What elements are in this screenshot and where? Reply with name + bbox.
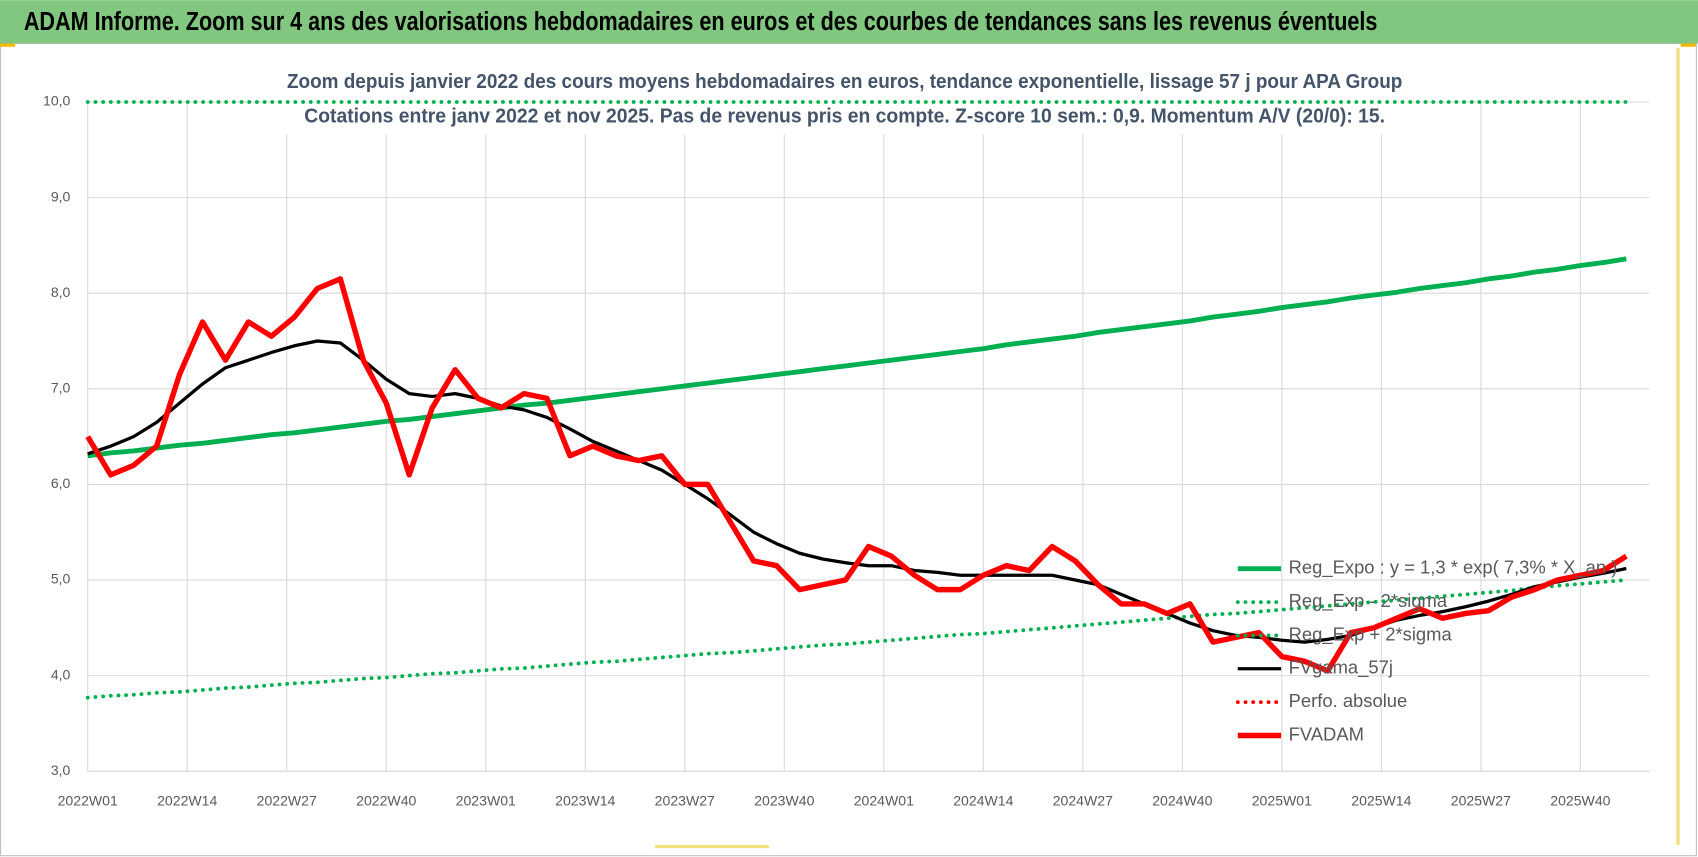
y-tick-label: 10,0 bbox=[43, 93, 71, 109]
series-line bbox=[85, 578, 1629, 700]
corner-mark bbox=[1680, 43, 1696, 47]
legend-label: Reg_Expo : y = 1,3 * exp( 7,3% * X_an ) bbox=[1289, 557, 1618, 579]
y-tick-label: 3,0 bbox=[51, 762, 71, 778]
legend-label: FVgama_57j bbox=[1289, 657, 1393, 679]
x-tick-label: 2022W40 bbox=[356, 792, 416, 808]
x-tick-label: 2023W27 bbox=[655, 792, 715, 808]
x-tick-label: 2022W27 bbox=[257, 792, 317, 808]
series-line bbox=[85, 276, 1628, 674]
header-title: ADAM Informe. Zoom sur 4 ans des valoris… bbox=[24, 6, 1378, 36]
x-tick-label: 2024W40 bbox=[1152, 792, 1212, 808]
y-tick-label: 9,0 bbox=[51, 188, 71, 204]
x-tick-label: 2023W14 bbox=[555, 792, 615, 808]
chart-subtitle: Cotations entre janv 2022 et nov 2025. P… bbox=[304, 105, 1385, 128]
x-tick-label: 2023W40 bbox=[754, 792, 814, 808]
side-mark bbox=[1676, 47, 1680, 845]
y-tick-label: 7,0 bbox=[51, 380, 71, 396]
y-tick-label: 4,0 bbox=[51, 666, 71, 682]
x-tick-label: 2025W14 bbox=[1351, 792, 1411, 808]
x-tick-label: 2025W27 bbox=[1451, 792, 1511, 808]
x-tick-label: 2022W14 bbox=[157, 792, 217, 808]
x-tick-label: 2024W27 bbox=[1053, 792, 1113, 808]
x-tick-label: 2025W01 bbox=[1252, 792, 1312, 808]
title-box bbox=[279, 63, 1408, 135]
series-line bbox=[87, 256, 1627, 459]
x-tick-label: 2024W14 bbox=[953, 792, 1013, 808]
legend-label: Perfo. absolue bbox=[1289, 690, 1408, 711]
header-bar bbox=[0, 0, 1698, 44]
legend-label: Reg_Exp + 2*sigma bbox=[1289, 623, 1453, 645]
x-tick-label: 2024W01 bbox=[854, 792, 914, 808]
corner-mark bbox=[0, 43, 16, 47]
chart-subtitle: Zoom depuis janvier 2022 des cours moyen… bbox=[287, 70, 1402, 93]
plot-area: 3,0 4,0 5,0 6,0 7,0 8,0 9,0 10,0 2022W01 2022W14 2… bbox=[43, 63, 1650, 808]
legend-label: FVADAM bbox=[1289, 723, 1364, 744]
bottom-mark bbox=[655, 844, 769, 849]
x-tick-label: 2023W01 bbox=[456, 792, 516, 808]
y-tick-label: 8,0 bbox=[51, 284, 71, 300]
y-tick-label: 6,0 bbox=[51, 475, 71, 491]
legend-label: Reg_Exp - 2*sigma bbox=[1289, 590, 1448, 612]
y-tick-label: 5,0 bbox=[51, 571, 71, 587]
x-tick-label: 2022W01 bbox=[58, 792, 118, 808]
x-tick-label: 2025W40 bbox=[1550, 792, 1610, 808]
